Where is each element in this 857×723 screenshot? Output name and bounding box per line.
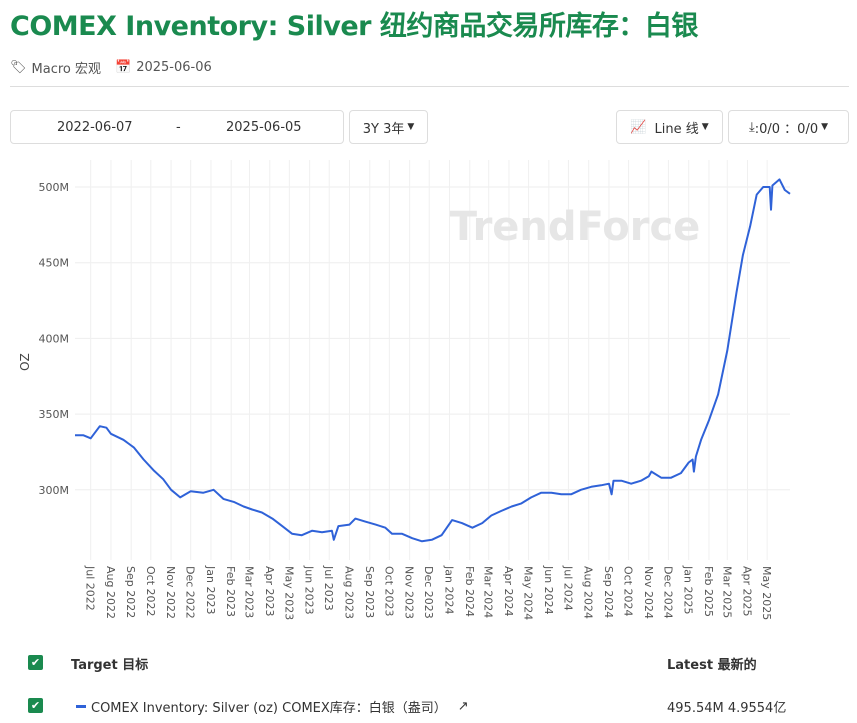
target-header: Target 目标 — [71, 658, 149, 673]
x-tick-label: Nov 2023 — [403, 566, 416, 619]
publish-date: 📅 2025-06-06 — [115, 60, 212, 75]
x-tick-label: Jun 2024 — [542, 565, 555, 615]
x-tick-label: Aug 2024 — [582, 566, 595, 619]
x-tick-label: Dec 2022 — [184, 566, 197, 619]
download-icon: ⤓ — [748, 119, 755, 135]
latest-header: Latest 最新的 — [667, 658, 757, 673]
x-tick-label: Mar 2023 — [243, 566, 256, 618]
range-label: 3Y 3年 — [362, 121, 405, 137]
x-tick-label: Sep 2023 — [363, 566, 376, 618]
x-tick-label: Mar 2025 — [720, 566, 733, 618]
tag-icon: 🏷 — [10, 60, 27, 75]
x-tick-label: Apr 2025 — [741, 566, 754, 617]
x-tick-label: Jun 2023 — [303, 565, 316, 615]
y-axis-label: OZ — [18, 353, 32, 371]
select-all-checkbox[interactable]: ✔ — [28, 655, 43, 670]
x-tick-label: Oct 2022 — [144, 566, 157, 617]
x-tick-label: Oct 2024 — [622, 566, 635, 617]
x-tick-label: Jul 2024 — [561, 565, 574, 611]
category-label: Macro 宏观 — [31, 62, 101, 77]
x-tick-label: Nov 2024 — [642, 566, 655, 619]
x-tick-label: Jan 2024 — [442, 565, 455, 614]
x-tick-label: Sep 2024 — [602, 566, 615, 618]
y-tick-label: 300M — [39, 484, 70, 497]
x-tick-label: Apr 2024 — [502, 566, 515, 617]
x-tick-label: May 2025 — [760, 566, 773, 620]
x-tick-label: Nov 2022 — [164, 566, 177, 619]
y-tick-label: 500M — [39, 181, 70, 194]
x-tick-label: Apr 2023 — [263, 566, 276, 617]
x-tick-label: Aug 2023 — [342, 566, 355, 619]
y-tick-label: 350M — [39, 408, 70, 421]
start-date-input[interactable]: 2022-06-07 — [57, 119, 133, 135]
x-tick-label: May 2023 — [282, 566, 295, 620]
line-chart-icon: 📈 — [630, 119, 647, 135]
date-label: 2025-06-06 — [136, 60, 212, 75]
x-tick-label: Jan 2025 — [682, 565, 695, 614]
x-tick-label: Dec 2024 — [661, 566, 674, 619]
x-tick-label: Jul 2022 — [84, 565, 97, 611]
series-name: COMEX Inventory: Silver (oz) COMEX库存：白银（… — [91, 701, 447, 716]
line-chart[interactable]: 300M 350M 400M 450M 500M Jul 2022 Aug 2022 Sep … — [0, 0, 857, 640]
watermark: TrendForce — [450, 204, 701, 250]
series-row: COMEX Inventory: Silver (oz) COMEX库存：白银（… — [76, 697, 469, 716]
x-tick-label: May 2024 — [522, 566, 535, 620]
external-link-icon[interactable]: ↗ — [457, 699, 469, 714]
series-line[interactable] — [75, 178, 791, 543]
caret-down-icon: ▼ — [407, 122, 415, 132]
caret-down-icon: ▼ — [821, 122, 829, 132]
page-title: COMEX Inventory: Silver 纽约商品交易所库存：白银 — [10, 11, 698, 42]
chart-type-label: Line 线 — [654, 121, 699, 137]
series-checkbox[interactable]: ✔ — [28, 698, 43, 713]
range-dropdown[interactable]: 3Y 3年 ▼ — [349, 110, 428, 144]
y-tick-label: 450M — [39, 257, 70, 270]
x-tick-label: Sep 2022 — [124, 566, 137, 618]
x-tick-label: Feb 2024 — [463, 566, 476, 617]
download-dropdown[interactable]: ⤓:0/0 ：0/0 ▼ — [728, 110, 849, 144]
category-tag[interactable]: 🏷 Macro 宏观 — [10, 58, 101, 77]
x-tick-label: Mar 2024 — [482, 566, 495, 618]
x-tick-label: Aug 2022 — [104, 566, 117, 619]
x-tick-label: Jan 2023 — [204, 565, 217, 614]
chart-type-dropdown[interactable]: 📈 Line 线 ▼ — [616, 110, 723, 144]
divider — [10, 86, 849, 87]
series-swatch — [76, 705, 86, 708]
date-range-picker[interactable]: 2022-06-07 - 2025-06-05 — [10, 110, 344, 144]
x-tick-label: Dec 2023 — [422, 566, 435, 619]
x-tick-label: Jul 2023 — [322, 565, 335, 611]
x-tick-label: Feb 2023 — [224, 566, 237, 617]
y-tick-label: 400M — [39, 332, 70, 345]
calendar-icon: 📅 — [115, 60, 132, 75]
x-tick-label: Oct 2023 — [382, 566, 395, 617]
x-tick-label: Feb 2025 — [702, 566, 715, 617]
caret-down-icon: ▼ — [701, 122, 709, 132]
download-label: :0/0 ：0/0 — [754, 121, 819, 137]
date-separator: - — [176, 119, 181, 135]
end-date-input[interactable]: 2025-06-05 — [226, 119, 302, 135]
series-latest: 495.54M 4.9554亿 — [667, 701, 787, 716]
